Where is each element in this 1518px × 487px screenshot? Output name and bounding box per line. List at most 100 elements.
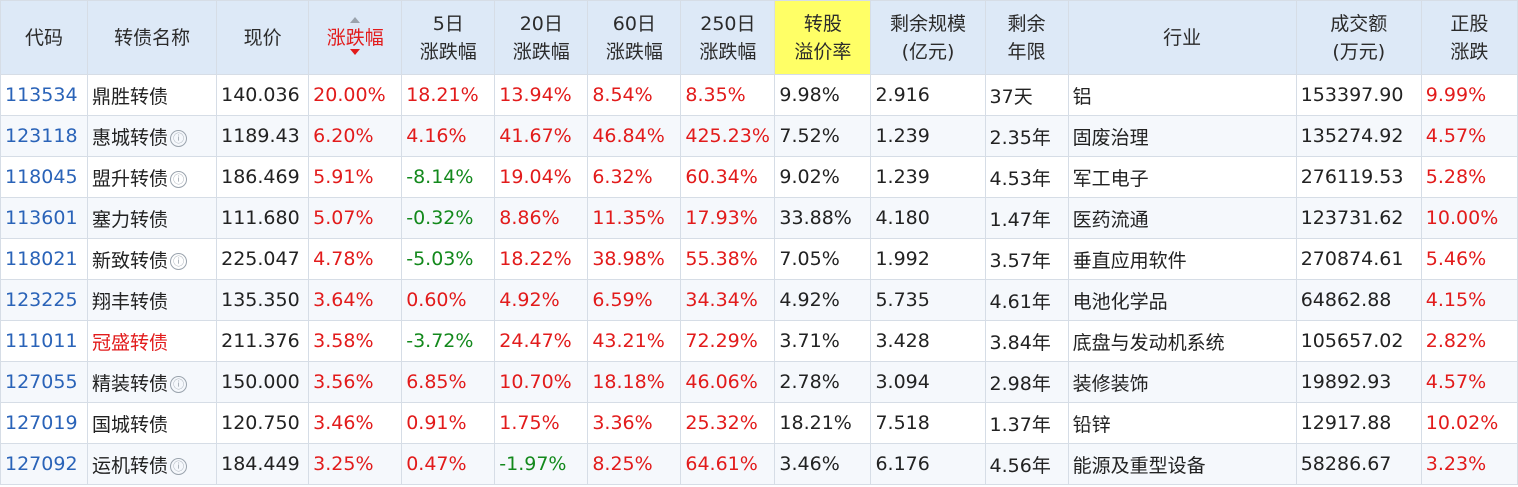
bond-code-link-text[interactable]: 123118 [5, 125, 78, 147]
bond-code-link-text[interactable]: 127019 [5, 412, 78, 434]
change-5d-cell: -8.14% [401, 156, 496, 198]
change-20d-cell-text: 41.67% [499, 125, 572, 147]
bond-name-link-text[interactable]: 冠盛转债 [92, 331, 169, 354]
header-premium[interactable]: 转股 溢价率 [774, 0, 872, 75]
volume-cell-text: 135274.92 [1300, 125, 1404, 147]
industry-cell-text: 能源及重型设备 [1072, 454, 1206, 477]
change-60d-cell: 11.35% [587, 197, 682, 239]
stock-change-cell: 9.99% [1420, 74, 1518, 116]
bond-name-link-text[interactable]: 鼎胜转债 [92, 85, 169, 108]
bond-name-link-text[interactable]: 新致转债 [92, 249, 169, 272]
stock-change-cell: 3.23% [1420, 443, 1518, 485]
table-row[interactable]: 127019 国城转债 120.750 3.46% 0.91% 1.75% 3.36% 25.… [0, 402, 1518, 444]
years-cell-text: 3.57年 [989, 249, 1051, 272]
bond-code-link-text[interactable]: 118045 [5, 166, 78, 188]
header-price[interactable]: 现价 [216, 0, 310, 75]
bond-code-link[interactable]: 127019 [0, 402, 89, 444]
bond-name-link[interactable]: 惠城转债 ⓘ [87, 115, 218, 157]
bond-code-link[interactable]: 118021 [0, 238, 89, 280]
bond-code-link-text[interactable]: 123225 [5, 289, 78, 311]
change-cell: 20.00% [308, 74, 403, 116]
bond-code-link[interactable]: 118045 [0, 156, 89, 198]
bond-name-link[interactable]: 运机转债 ⓘ [87, 443, 218, 485]
header-change-5d[interactable]: 5日 涨跌幅 [401, 0, 496, 75]
bond-code-link-text[interactable]: 118021 [5, 248, 78, 270]
header-volume-line2: (万元) [1332, 40, 1386, 63]
scale-cell-text: 5.735 [875, 289, 930, 311]
bond-name-link-text[interactable]: 精装转债 [92, 372, 169, 395]
info-icon[interactable]: ⓘ [170, 457, 188, 475]
header-change-20d[interactable]: 20日 涨跌幅 [494, 0, 589, 75]
stock-change-cell: 4.57% [1420, 361, 1518, 403]
bond-code-link[interactable]: 111011 [0, 320, 89, 362]
bond-name-link-text[interactable]: 惠城转债 [92, 126, 169, 149]
header-years-line1: 剩余 [1007, 12, 1046, 35]
bond-name-link[interactable]: 鼎胜转债 [87, 74, 218, 116]
bond-name-link[interactable]: 国城转债 [87, 402, 218, 444]
premium-cell-text: 7.05% [779, 248, 840, 270]
bond-code-link-text[interactable]: 113534 [5, 84, 78, 106]
bond-name-link[interactable]: 新致转债 ⓘ [87, 238, 218, 280]
bond-name-link[interactable]: 精装转债 ⓘ [87, 361, 218, 403]
premium-cell-text: 33.88% [779, 207, 852, 229]
table-row[interactable]: 118021 新致转债 ⓘ 225.047 4.78% -5.03% 18.22% 38.98… [0, 238, 1518, 280]
price-cell: 140.036 [216, 74, 310, 116]
table-row[interactable]: 111011 冠盛转债 211.376 3.58% -3.72% 24.47% 43.21%… [0, 320, 1518, 362]
table-row[interactable]: 127055 精装转债 ⓘ 150.000 3.56% 6.85% 10.70% 18.18%… [0, 361, 1518, 403]
change-20d-cell: -1.97% [494, 443, 589, 485]
bond-code-link[interactable]: 123118 [0, 115, 89, 157]
header-name[interactable]: 转债名称 [87, 0, 218, 75]
bond-code-link[interactable]: 123225 [0, 279, 89, 321]
header-change-250d[interactable]: 250日 涨跌幅 [680, 0, 776, 75]
table-row[interactable]: 113534 鼎胜转债 140.036 20.00% 18.21% 13.94% 8.54%… [0, 74, 1518, 116]
bond-code-link[interactable]: 113601 [0, 197, 89, 239]
header-industry[interactable]: 行业 [1067, 0, 1297, 75]
premium-cell-text: 9.02% [779, 166, 840, 188]
info-icon[interactable]: ⓘ [170, 252, 188, 270]
bond-name-link-text[interactable]: 塞力转债 [92, 208, 169, 231]
change-cell-text: 3.64% [313, 289, 374, 311]
bond-name-link[interactable]: 塞力转债 [87, 197, 218, 239]
bond-code-link[interactable]: 127092 [0, 443, 89, 485]
bond-name-link-text[interactable]: 翔丰转债 [92, 290, 169, 313]
bond-code-link-text[interactable]: 127055 [5, 371, 78, 393]
info-icon[interactable]: ⓘ [170, 170, 188, 188]
bond-code-link[interactable]: 127055 [0, 361, 89, 403]
table-body: 113534 鼎胜转债 140.036 20.00% 18.21% 13.94% 8.54%… [0, 74, 1518, 485]
header-premium-line2: 溢价率 [794, 40, 852, 63]
volume-cell-text: 276119.53 [1300, 166, 1404, 188]
header-stock-change-line2: 涨跌 [1450, 40, 1489, 63]
table-row[interactable]: 123225 翔丰转债 135.350 3.64% 0.60% 4.92% 6.59% 34.… [0, 279, 1518, 321]
bond-code-link-text[interactable]: 111011 [5, 330, 78, 352]
bond-name-link[interactable]: 翔丰转债 [87, 279, 218, 321]
bond-name-link[interactable]: 冠盛转债 [87, 320, 218, 362]
bond-name-link-text[interactable]: 盟升转债 [92, 167, 169, 190]
table-row[interactable]: 127092 运机转债 ⓘ 184.449 3.25% 0.47% -1.97% 8.25% 6… [0, 443, 1518, 485]
header-years[interactable]: 剩余 年限 [984, 0, 1069, 75]
info-icon[interactable]: ⓘ [170, 375, 188, 393]
bond-name-link-text[interactable]: 国城转债 [92, 413, 169, 436]
header-code[interactable]: 代码 [0, 0, 89, 75]
bond-name-link-text[interactable]: 运机转债 [92, 454, 169, 477]
bond-code-link-text[interactable]: 113601 [5, 207, 78, 229]
change-5d-cell: 6.85% [401, 361, 496, 403]
header-stock-change[interactable]: 正股 涨跌 [1420, 0, 1518, 75]
info-icon[interactable]: ⓘ [170, 129, 188, 147]
header-change-60d[interactable]: 60日 涨跌幅 [587, 0, 682, 75]
price-cell-text: 120.750 [221, 412, 300, 434]
stock-change-cell: 4.57% [1420, 115, 1518, 157]
table-row[interactable]: 123118 惠城转债 ⓘ 1189.43 6.20% 4.16% 41.67% 46.84%… [0, 115, 1518, 157]
bond-code-link[interactable]: 113534 [0, 74, 89, 116]
header-scale[interactable]: 剩余规模 (亿元) [870, 0, 986, 75]
industry-cell-text: 装修装饰 [1072, 372, 1149, 395]
change-250d-cell: 46.06% [680, 361, 776, 403]
scale-cell: 5.735 [870, 279, 986, 321]
header-change[interactable]: 涨跌幅 [308, 0, 403, 75]
table-row[interactable]: 118045 盟升转债 ⓘ 186.469 5.91% -8.14% 19.04% 6.32%… [0, 156, 1518, 198]
bond-name-link[interactable]: 盟升转债 ⓘ [87, 156, 218, 198]
table-row[interactable]: 113601 塞力转债 111.680 5.07% -0.32% 8.86% 11.35% 1… [0, 197, 1518, 239]
header-premium-line1: 转股 [803, 12, 842, 35]
industry-cell: 铅锌 [1067, 402, 1297, 444]
bond-code-link-text[interactable]: 127092 [5, 453, 78, 475]
header-volume[interactable]: 成交额 (万元) [1295, 0, 1422, 75]
